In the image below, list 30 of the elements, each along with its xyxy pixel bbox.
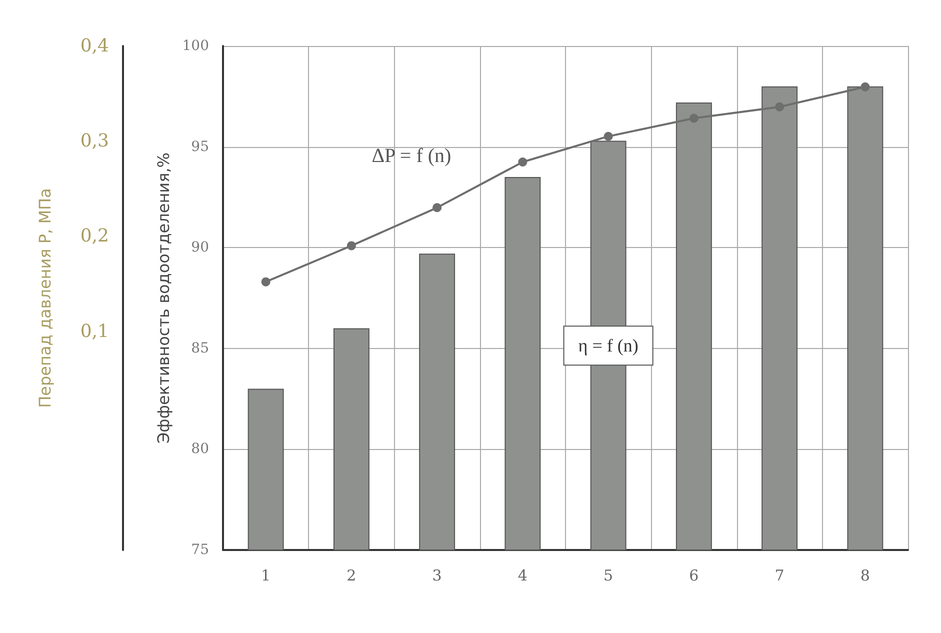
point (775, 102, 784, 112)
x-tick-label: 8 (860, 566, 870, 584)
series-label: η = f (n) (578, 336, 638, 356)
y-axis-title: Эффективность водоотделения,% (154, 152, 173, 444)
point (261, 277, 270, 286)
series-label: ΔP = f (n) (372, 145, 452, 168)
point (346, 241, 356, 250)
y-tick-label: 80 (191, 441, 209, 458)
y-tick-label: 95 (191, 138, 209, 155)
x-tick-label: 1 (261, 566, 271, 584)
y-tick-label: 90 (191, 240, 209, 256)
y-tick-label: 75 (191, 542, 209, 558)
x-tick-label: 3 (432, 566, 442, 584)
y2-tick-label: 0,1 (80, 320, 109, 342)
x-tick-label: 7 (774, 566, 784, 584)
x-tick-label: 4 (518, 566, 528, 584)
y2-tick-label: 0,4 (80, 36, 109, 56)
x-tick-label: 6 (689, 566, 699, 584)
point (518, 158, 528, 167)
point (689, 114, 698, 123)
y-tick-label: 85 (191, 340, 209, 356)
y2-axis-title: Перепад давления Р, МПа (36, 188, 54, 408)
y-tick-label: 100 (182, 38, 209, 54)
x-tick-label: 5 (604, 566, 614, 584)
y2-tick-label: 0,3 (80, 130, 109, 152)
point (604, 132, 613, 141)
x-tick-label: 2 (346, 566, 356, 584)
point (860, 82, 870, 92)
point (432, 203, 442, 212)
y2-tick-label: 0,2 (80, 226, 109, 247)
